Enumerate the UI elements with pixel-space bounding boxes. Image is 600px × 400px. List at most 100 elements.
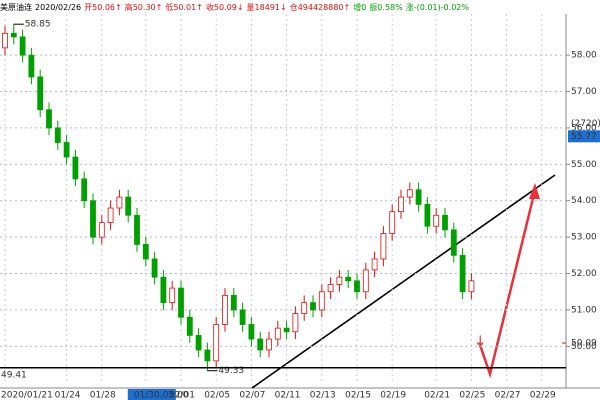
x-tick-label: 01/28 [90, 391, 116, 400]
candle-body [151, 258, 158, 278]
candle-body [477, 342, 484, 345]
candle-body [292, 313, 299, 333]
arrow-head [529, 183, 540, 199]
candle-body [19, 36, 26, 56]
last-price: 50.09 [571, 339, 597, 349]
y-tick-label: 58.00 [571, 51, 597, 61]
candle-body [389, 211, 396, 234]
candle-body [204, 349, 211, 362]
candle-body [239, 309, 246, 325]
x-tick-label: 02/07 [239, 391, 265, 400]
candle-body [195, 335, 202, 351]
x-tick-label: 02/13 [310, 391, 336, 400]
x-tick-label: 02/15 [345, 391, 371, 400]
candle-body [450, 229, 457, 256]
info-item: 高50.30↑ [124, 3, 163, 12]
info-item: 振0.58% [369, 3, 403, 12]
info-item: 涨-(0.01)-0.02% [405, 3, 469, 12]
candle-body [46, 109, 52, 129]
candle-body [310, 302, 316, 311]
reference-label: 49.41 [1, 370, 27, 380]
candle-body [415, 189, 422, 205]
x-tick-label: 02/01 [169, 391, 195, 400]
candle-body [2, 32, 8, 49]
x-tick-label: 2020/01/21 [1, 391, 53, 400]
candle-body [459, 254, 466, 293]
candle-body [63, 142, 70, 158]
min-label: 49.33 [218, 366, 244, 376]
cursor-price: 55.77 [571, 132, 597, 142]
y-tick-label: 52.00 [571, 269, 597, 279]
candle-body [125, 196, 132, 216]
candle-body [468, 280, 475, 293]
candle-body [318, 291, 325, 311]
candle-body [222, 294, 228, 325]
candle-body [336, 276, 343, 285]
candle-body [178, 287, 184, 318]
candle-body [107, 207, 114, 223]
candle-body [283, 327, 290, 333]
candle-body [213, 324, 220, 362]
info-item: 美原油连 [0, 3, 32, 12]
x-tick-label: 02/29 [530, 391, 556, 400]
candle-body [354, 280, 360, 293]
info-item: 收50.09↓ [205, 3, 244, 12]
y-tick-label: 55.00 [571, 160, 597, 170]
x-tick-label: 02/25 [459, 391, 485, 400]
candle-body [186, 316, 193, 336]
candle-body [81, 178, 88, 202]
candle-body [28, 54, 35, 78]
candle-body [371, 258, 378, 271]
candle-body [98, 222, 105, 238]
info-item: 开50.06↑ [84, 3, 122, 12]
candle-body [116, 196, 123, 209]
candle-body [380, 233, 387, 260]
candle-body [134, 214, 140, 245]
x-tick-label: 01/30,03:00 [134, 391, 189, 400]
x-tick-label: 02/19 [380, 391, 406, 400]
candle-body [433, 214, 440, 227]
candle-body [301, 302, 308, 314]
candle-body [266, 338, 272, 351]
candle-body [72, 156, 79, 180]
info-item: 仓494428880↑ [289, 3, 351, 12]
candle-body [345, 276, 352, 282]
max-label: 58.85 [25, 20, 51, 30]
x-tick-label: 02/21 [424, 391, 450, 400]
candle-body [90, 200, 96, 238]
y-tick-label: 54.00 [571, 196, 597, 206]
candle-body [10, 32, 17, 38]
cursor-price-box [568, 130, 600, 143]
candle-body [257, 338, 264, 351]
x-tick-label: 02/05 [204, 391, 230, 400]
cursor-count: (2720) [571, 119, 600, 129]
info-item: 低50.01↑ [165, 3, 203, 12]
candle-body [169, 287, 176, 304]
candle-body [327, 284, 334, 293]
candle-body [248, 324, 255, 340]
candle-body [142, 244, 149, 260]
candle-body [398, 196, 404, 213]
x-tick-label: 02/11 [275, 391, 301, 400]
cursor-date-box [127, 389, 176, 400]
candle-body [442, 214, 448, 231]
y-tick-label: 56.00 [571, 123, 597, 133]
x-tick-label: 02/27 [495, 391, 521, 400]
candle-body [160, 276, 167, 304]
candle-body [424, 203, 431, 227]
y-tick-label: 57.00 [571, 87, 597, 97]
y-tick-label: 50.00 [571, 342, 597, 352]
candle-body [37, 76, 44, 111]
candle-body [230, 294, 237, 311]
candle-body [362, 269, 369, 293]
y-tick-label: 51.00 [571, 305, 597, 315]
y-tick-label: 53.00 [571, 233, 597, 243]
candle-body [406, 189, 413, 198]
info-item: 2020/02/26 [35, 3, 82, 12]
x-tick-label: 01/24 [55, 391, 81, 400]
info-item: 增0 [353, 3, 367, 12]
arrow [478, 189, 537, 379]
